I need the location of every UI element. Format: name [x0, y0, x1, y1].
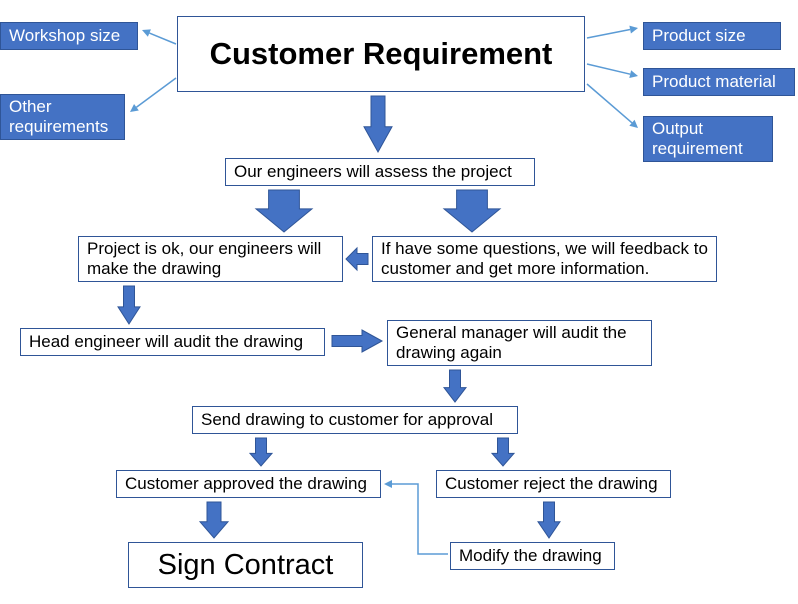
node-sign: Sign Contract [128, 542, 363, 588]
node-product_size: Product size [643, 22, 781, 50]
block-arrow-3 [346, 248, 368, 270]
thin-arrow-1 [136, 78, 176, 107]
node-workshop_size: Workshop size [0, 22, 138, 50]
node-customer_req: Customer Requirement [177, 16, 585, 92]
block-arrow-6 [444, 370, 466, 402]
block-arrow-8 [492, 438, 514, 466]
node-modify: Modify the drawing [450, 542, 615, 570]
thin-arrow-2 [587, 30, 630, 38]
node-output_req: Output requirement [643, 116, 773, 162]
thin-arrow-0 [149, 33, 176, 44]
node-product_material: Product material [643, 68, 795, 96]
block-arrow-0 [364, 96, 392, 152]
thin-arrow-4 [587, 84, 632, 123]
block-arrow-2 [444, 190, 500, 232]
block-arrow-5 [332, 330, 382, 352]
node-head_audit: Head engineer will audit the drawing [20, 328, 325, 356]
node-reject: Customer reject the drawing [436, 470, 671, 498]
node-questions: If have some questions, we will feedback… [372, 236, 717, 282]
node-approved: Customer approved the drawing [116, 470, 381, 498]
block-arrow-10 [538, 502, 560, 538]
block-arrow-4 [118, 286, 140, 324]
block-arrow-1 [256, 190, 312, 232]
block-arrow-7 [250, 438, 272, 466]
block-arrow-9 [200, 502, 228, 538]
thin-arrow-3 [587, 64, 630, 74]
node-assess: Our engineers will assess the project [225, 158, 535, 186]
node-send_approval: Send drawing to customer for approval [192, 406, 518, 434]
node-other_req: Other requirements [0, 94, 125, 140]
node-gm_audit: General manager will audit the drawing a… [387, 320, 652, 366]
node-project_ok: Project is ok, our engineers will make t… [78, 236, 343, 282]
